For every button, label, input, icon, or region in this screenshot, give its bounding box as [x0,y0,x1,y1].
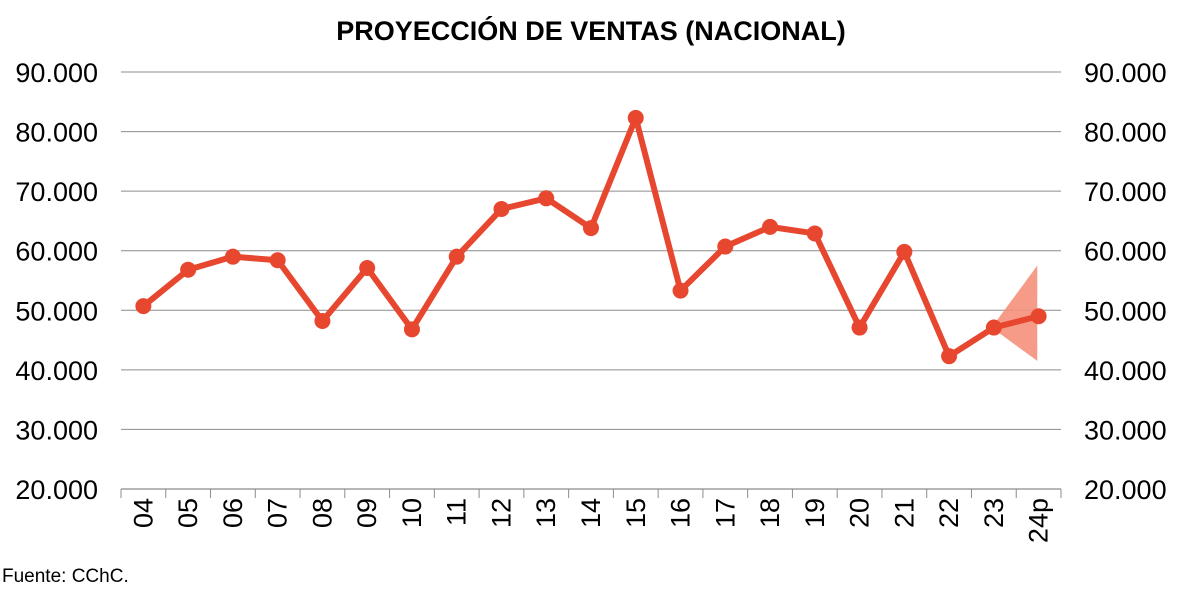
data-point [851,319,868,336]
forecast-band [991,265,1038,361]
x-tick-label: 09 [352,498,382,528]
y-tick-label-right: 30.000 [1084,415,1167,445]
x-tick-label: 24p [1024,498,1054,543]
y-tick-label-left: 50.000 [15,296,98,326]
x-tick-label: 05 [173,498,203,528]
x-tick-label: 18 [755,498,785,528]
x-tick-label: 07 [263,498,293,528]
x-tick-label: 21 [889,498,919,528]
x-tick-label: 12 [486,498,516,528]
y-tick-label-left: 40.000 [15,356,98,386]
y-tick-label-left: 90.000 [15,58,98,88]
y-tick-label-right: 70.000 [1084,177,1167,207]
data-point [896,243,913,260]
chart-title: PROYECCIÓN DE VENTAS (NACIONAL) [336,15,846,46]
x-tick-label: 16 [666,498,696,528]
y-axis-left-ticks: 20.000 30.000 40.000 50.000 60.000 70.000 80.0… [15,58,98,505]
x-axis-ticks: 04 05 06 07 08 09 10 11 12 13 14 15 16 17 18 19 20 21 22 23… [128,498,1053,543]
y-tick-label-left: 60.000 [15,237,98,267]
series-line-layer [140,114,1042,360]
data-point [985,319,1002,336]
data-point [1030,308,1047,325]
data-point [762,218,779,235]
source-note: Fuente: CChC. [2,566,129,587]
y-tick-label-right: 60.000 [1084,237,1167,267]
data-point [135,298,152,315]
x-tick-label: 13 [531,498,561,528]
data-point [359,259,376,276]
y-tick-label-right: 80.000 [1084,118,1167,148]
y-axis-right-ticks: 20.000 30.000 40.000 50.000 60.000 70.000 80.0… [1084,58,1167,505]
gridlines [120,71,1062,498]
data-point [583,220,599,237]
x-tick-label: 06 [218,498,248,528]
data-point [180,261,197,278]
data-point [717,238,734,255]
x-tick-label: 04 [128,498,158,528]
y-tick-label-right: 50.000 [1084,296,1167,326]
y-tick-label-right: 90.000 [1084,58,1167,88]
x-tick-label: 08 [307,498,337,528]
x-tick-label: 14 [576,498,606,528]
data-point [403,321,420,338]
data-point [672,282,689,299]
data-point [493,201,510,218]
data-point [269,252,286,269]
data-point [224,248,241,265]
x-tick-label: 17 [710,498,740,528]
x-tick-label: 22 [934,498,964,528]
data-point [627,109,644,126]
data-point [941,348,958,365]
data-point [538,190,555,207]
x-tick-label: 23 [979,498,1009,528]
x-tick-label: 15 [621,498,651,528]
x-tick-label: 20 [845,498,875,528]
x-tick-label: 11 [442,498,472,526]
y-tick-label-left: 20.000 [15,475,98,505]
y-tick-label-left: 70.000 [15,177,98,207]
forecast-band-layer [991,265,1038,361]
data-point [806,225,823,242]
data-points [135,109,1047,365]
data-point [314,313,331,330]
x-tick-label: 10 [397,498,427,528]
y-tick-label-right: 40.000 [1084,356,1167,386]
series-line [140,114,1042,360]
y-tick-label-left: 30.000 [15,415,98,445]
x-tick-label: 19 [800,498,830,528]
y-tick-label-right: 20.000 [1084,475,1167,505]
data-point [448,248,465,265]
y-tick-label-left: 80.000 [15,118,98,148]
